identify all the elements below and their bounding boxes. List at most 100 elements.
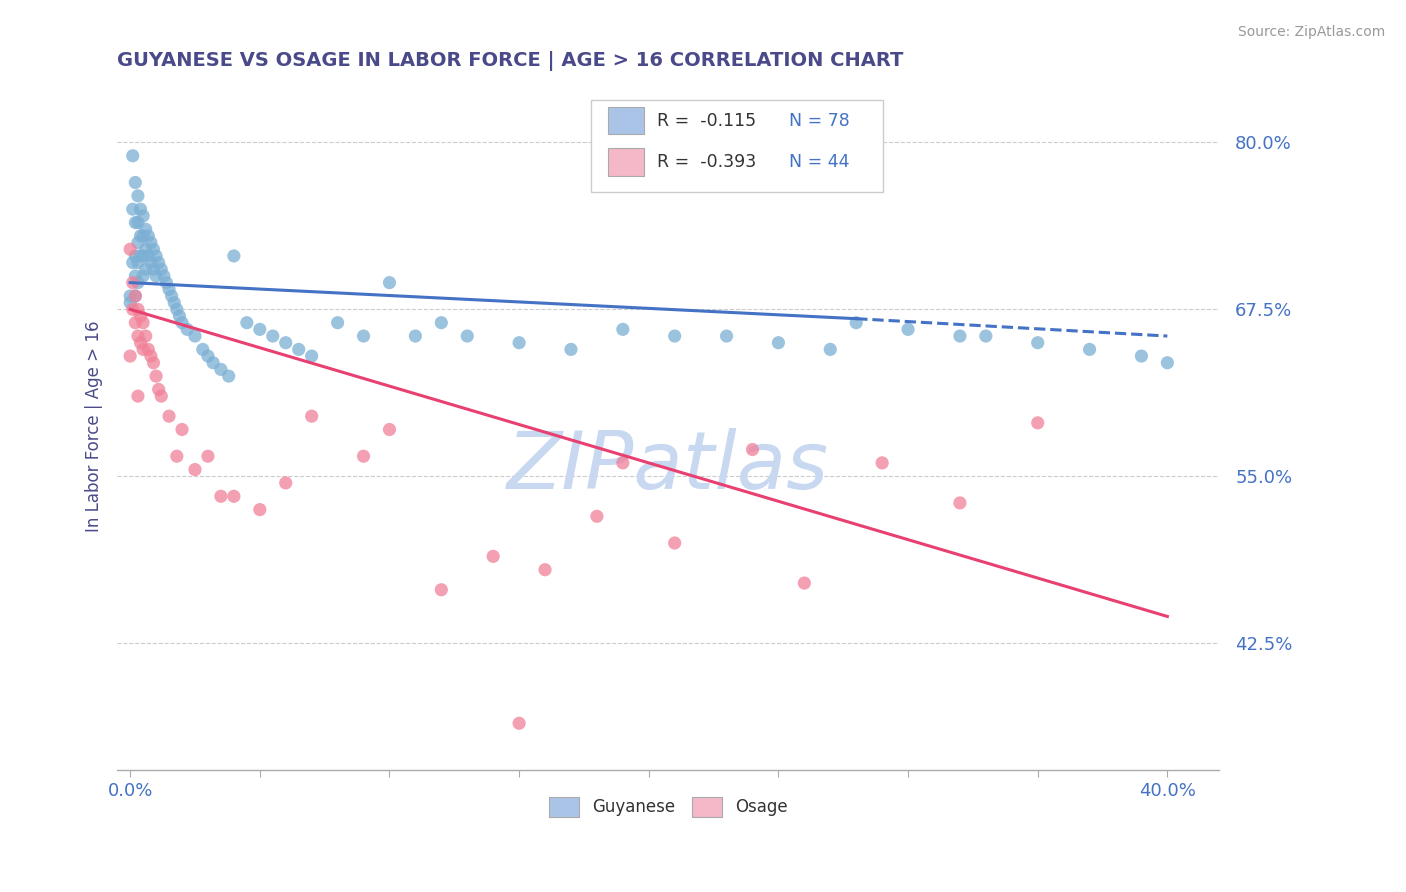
Point <box>142 242 165 256</box>
Point <box>148 255 170 269</box>
Point <box>120 242 142 256</box>
Point <box>124 289 146 303</box>
Point <box>157 282 180 296</box>
Point <box>121 149 143 163</box>
Point <box>135 329 157 343</box>
Point <box>430 582 453 597</box>
Point <box>139 235 162 250</box>
Point <box>127 276 149 290</box>
Legend: Guyanese, Osage: Guyanese, Osage <box>541 790 794 823</box>
Point <box>169 309 191 323</box>
Point <box>166 449 188 463</box>
Point <box>236 316 259 330</box>
Point <box>127 329 149 343</box>
Point <box>120 289 142 303</box>
Point <box>768 335 790 350</box>
Point <box>1130 349 1153 363</box>
Point <box>132 316 155 330</box>
Point <box>820 343 842 357</box>
Point <box>139 255 162 269</box>
Point <box>142 356 165 370</box>
Point <box>209 362 232 376</box>
FancyBboxPatch shape <box>591 100 883 193</box>
Point <box>482 549 505 564</box>
Point <box>145 249 167 263</box>
Point <box>191 343 214 357</box>
Point <box>664 329 686 343</box>
Point <box>129 335 152 350</box>
Point <box>404 329 426 343</box>
Point <box>135 222 157 236</box>
Y-axis label: In Labor Force | Age > 16: In Labor Force | Age > 16 <box>86 320 103 532</box>
Point <box>249 502 271 516</box>
Point <box>121 202 143 217</box>
Point <box>249 322 271 336</box>
Point <box>132 343 155 357</box>
Point <box>353 449 375 463</box>
Point <box>166 302 188 317</box>
Point <box>508 716 530 731</box>
Text: N = 44: N = 44 <box>789 153 851 170</box>
Point <box>136 343 159 357</box>
Point <box>716 329 738 343</box>
Point <box>136 228 159 243</box>
Point <box>145 369 167 384</box>
Point <box>222 489 245 503</box>
Point <box>456 329 478 343</box>
Point <box>139 349 162 363</box>
Point <box>508 335 530 350</box>
Point <box>949 329 972 343</box>
Point <box>124 215 146 229</box>
Point <box>1156 356 1178 370</box>
Point <box>274 335 297 350</box>
Point <box>124 289 146 303</box>
Point <box>129 249 152 263</box>
Point <box>184 462 207 476</box>
Point <box>150 262 173 277</box>
Point <box>129 202 152 217</box>
Point <box>218 369 240 384</box>
Point <box>184 329 207 343</box>
Point <box>222 249 245 263</box>
Point <box>870 456 893 470</box>
Point <box>586 509 609 524</box>
Point <box>612 322 634 336</box>
Point <box>326 316 349 330</box>
Point <box>124 249 146 263</box>
Point <box>845 316 868 330</box>
Point <box>148 383 170 397</box>
Point <box>127 215 149 229</box>
Point <box>202 356 225 370</box>
Point <box>135 242 157 256</box>
Point <box>1026 335 1049 350</box>
Point <box>121 302 143 317</box>
Point <box>136 249 159 263</box>
Point <box>197 349 219 363</box>
Text: Source: ZipAtlas.com: Source: ZipAtlas.com <box>1237 25 1385 39</box>
Point <box>153 268 176 283</box>
Point <box>176 322 198 336</box>
Point <box>949 496 972 510</box>
Point <box>121 255 143 269</box>
Point <box>378 423 401 437</box>
Point <box>127 189 149 203</box>
Point <box>127 235 149 250</box>
Point <box>197 449 219 463</box>
Point <box>378 276 401 290</box>
Point <box>150 389 173 403</box>
Point <box>155 276 177 290</box>
Point <box>132 209 155 223</box>
Text: N = 78: N = 78 <box>789 112 851 129</box>
Point <box>132 268 155 283</box>
Point <box>135 262 157 277</box>
Point <box>170 423 193 437</box>
Point <box>301 349 323 363</box>
Point <box>120 295 142 310</box>
Text: R =  -0.393: R = -0.393 <box>657 153 756 170</box>
Point <box>145 268 167 283</box>
Point <box>612 456 634 470</box>
Point <box>127 255 149 269</box>
Text: ZIPatlas: ZIPatlas <box>508 428 830 507</box>
Point <box>664 536 686 550</box>
Point <box>262 329 284 343</box>
